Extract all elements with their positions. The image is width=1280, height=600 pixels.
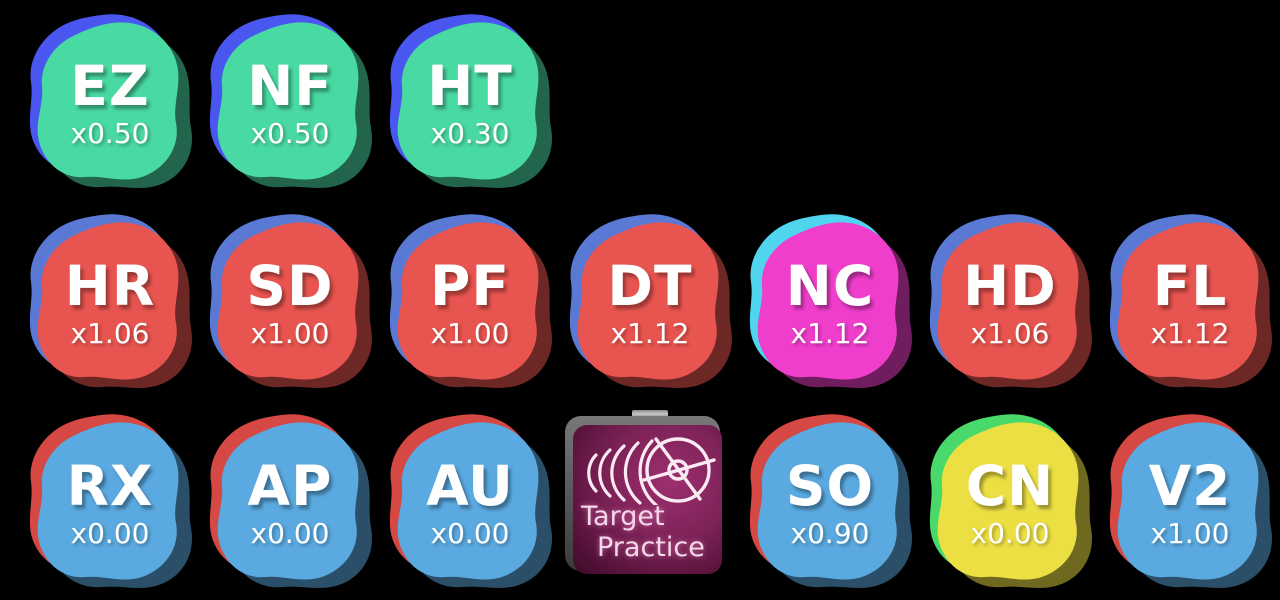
mod-badge-v2[interactable]: V2 x1.00 bbox=[1100, 410, 1280, 590]
badge-front-blob bbox=[740, 210, 920, 390]
badge-front-blob bbox=[1100, 410, 1280, 590]
badge-front-blob bbox=[200, 210, 380, 390]
target-practice-badge[interactable]: Target Practice bbox=[560, 410, 740, 590]
badge-front-blob bbox=[20, 10, 200, 190]
wordmark-line-1: Target bbox=[581, 501, 665, 532]
badge-front-blob bbox=[920, 410, 1100, 590]
mod-badge-rx[interactable]: RX x0.00 bbox=[20, 410, 200, 590]
mod-badge-nf[interactable]: NF x0.50 bbox=[200, 10, 380, 190]
badge-front-blob bbox=[380, 410, 560, 590]
mod-badge-so[interactable]: SO x0.90 bbox=[740, 410, 920, 590]
target-crosshair-icon bbox=[587, 437, 716, 505]
mod-badge-ez[interactable]: EZ x0.50 bbox=[20, 10, 200, 190]
badge-front-blob bbox=[1100, 210, 1280, 390]
mod-badge-pf[interactable]: PF x1.00 bbox=[380, 210, 560, 390]
badge-metal-frame: Target Practice bbox=[565, 416, 722, 574]
mod-badge-hr[interactable]: HR x1.06 bbox=[20, 210, 200, 390]
target-practice-wordmark: Target Practice bbox=[573, 499, 722, 573]
badge-front-blob bbox=[20, 210, 200, 390]
badge-front-blob bbox=[920, 210, 1100, 390]
badge-face: Target Practice bbox=[573, 425, 722, 574]
mod-badge-ht[interactable]: HT x0.30 bbox=[380, 10, 560, 190]
badge-front-blob bbox=[200, 410, 380, 590]
mod-badge-ap[interactable]: AP x0.00 bbox=[200, 410, 380, 590]
mod-badge-fl[interactable]: FL x1.12 bbox=[1100, 210, 1280, 390]
mod-badge-cn[interactable]: CN x0.00 bbox=[920, 410, 1100, 590]
badge-front-blob bbox=[380, 10, 560, 190]
mod-badge-nc[interactable]: NC x1.12 bbox=[740, 210, 920, 390]
wordmark-line-2: Practice bbox=[597, 532, 705, 563]
mod-badge-sd[interactable]: SD x1.00 bbox=[200, 210, 380, 390]
badge-front-blob bbox=[740, 410, 920, 590]
mod-badge-dt[interactable]: DT x1.12 bbox=[560, 210, 740, 390]
badge-metal-tab bbox=[632, 410, 668, 420]
mod-badge-au[interactable]: AU x0.00 bbox=[380, 410, 560, 590]
badge-front-blob bbox=[20, 410, 200, 590]
badge-front-blob bbox=[200, 10, 380, 190]
mod-badge-hd[interactable]: HD x1.06 bbox=[920, 210, 1100, 390]
badge-front-blob bbox=[560, 210, 740, 390]
badge-front-blob bbox=[380, 210, 560, 390]
